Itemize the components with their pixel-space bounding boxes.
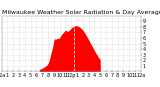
Text: Milwaukee Weather Solar Radiation & Day Average per Minute W/m2 (Today): Milwaukee Weather Solar Radiation & Day … <box>2 10 160 15</box>
